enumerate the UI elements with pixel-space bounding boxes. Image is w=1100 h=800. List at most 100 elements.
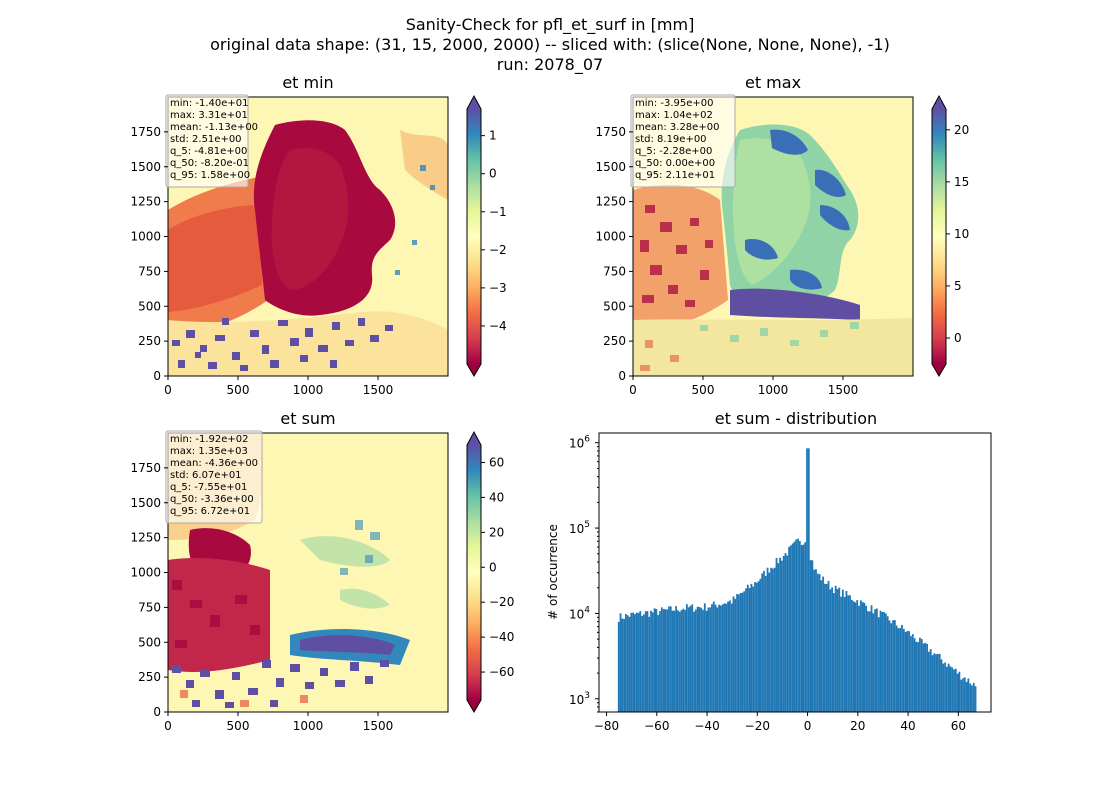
stat-line: mean: -1.13e+00 <box>170 122 258 133</box>
colorbar: 1 0 −1 −2 −3 −4 <box>466 94 507 377</box>
histogram-bar <box>854 602 857 712</box>
histogram-bar <box>901 624 903 712</box>
histogram-bar <box>786 555 789 712</box>
figure-title-line: run: 2078_07 <box>497 55 603 75</box>
histogram-bar <box>660 607 663 712</box>
histogram-bar <box>809 560 812 712</box>
colorbar-tick-label: 40 <box>489 490 504 504</box>
histogram-bar <box>664 609 667 712</box>
histogram-bar <box>890 623 893 712</box>
histogram-bar <box>729 600 731 712</box>
stat-line: max: 1.04e+02 <box>635 110 713 121</box>
histogram-bar <box>958 671 961 712</box>
histogram-bar <box>628 616 631 712</box>
histogram-bar <box>650 610 652 712</box>
histogram-bar <box>811 560 814 712</box>
y-tick-label: 750 <box>603 264 626 278</box>
histogram-bar <box>655 609 658 712</box>
histogram-bar <box>971 685 973 712</box>
histogram-bar <box>795 539 798 712</box>
axis-ticks: 0 500 1000 1500 0 250 500 750 1000 1250 1500 1750 <box>595 125 858 397</box>
histogram-bar <box>734 598 737 712</box>
histogram-bar <box>886 616 889 712</box>
histogram-bar <box>815 569 817 712</box>
y-tick-label: 1500 <box>130 160 161 174</box>
panel-title: et min <box>282 73 333 92</box>
histogram-bar <box>816 573 819 712</box>
y-tick-label: 0 <box>153 369 161 383</box>
histogram-bar <box>945 666 948 712</box>
histogram-bar <box>867 611 869 712</box>
histogram-bar <box>902 628 905 712</box>
x-tick-label: 500 <box>692 383 715 397</box>
stats-box: min: -1.92e+02 max: 1.35e+03 mean: -4.36… <box>170 434 258 517</box>
histogram-bar <box>730 603 733 712</box>
histogram-bar <box>635 612 638 712</box>
histogram-bar <box>908 631 911 712</box>
y-tick-label: 1250 <box>130 195 161 209</box>
histogram-bars <box>617 448 977 712</box>
histogram-bar <box>911 634 914 712</box>
panel-title: et sum <box>280 409 335 428</box>
axis-ticks: 0 500 1000 1500 0 250 500 750 1000 1250 1500 1750 <box>130 125 393 397</box>
y-tick-label: 750 <box>138 600 161 614</box>
heatmap-panel-et-min: et min <box>130 73 506 397</box>
histogram-bar <box>768 572 771 712</box>
histogram-bar <box>870 605 873 712</box>
histogram-bar <box>845 591 848 712</box>
histogram-bar <box>899 627 902 712</box>
histogram-bar <box>859 600 862 712</box>
figure-title: Sanity-Check for pfl_et_surf in [mm] ori… <box>210 15 890 75</box>
x-tick-label: −60 <box>644 719 669 733</box>
histogram-bar <box>779 557 781 712</box>
histogram-bar <box>847 595 850 712</box>
histogram-bar <box>831 587 833 712</box>
figure-title-line: Sanity-Check for pfl_et_surf in [mm] <box>406 15 695 35</box>
histogram-bar <box>752 586 755 712</box>
histogram-bar <box>639 611 642 712</box>
histogram-bar <box>687 607 690 712</box>
histogram-bar <box>732 596 735 712</box>
histogram-bar <box>718 604 721 712</box>
histogram-bar <box>876 608 878 712</box>
heatmap-panel-et-max: et max <box>595 73 969 397</box>
histogram-bar <box>736 593 738 712</box>
histogram-bar <box>626 615 629 712</box>
stat-line: std: 8.19e+00 <box>635 134 707 145</box>
histogram-bar <box>893 620 896 712</box>
histogram-bar <box>694 609 697 712</box>
histogram-bar <box>969 683 972 712</box>
histogram-bar <box>929 649 932 712</box>
histogram-bar <box>863 602 866 712</box>
histogram-bar <box>938 653 941 712</box>
histogram-bar <box>933 653 936 712</box>
histogram-bar <box>653 608 656 712</box>
histogram-bar <box>770 567 773 712</box>
histogram-bar <box>838 587 841 712</box>
histogram-bar <box>725 603 728 712</box>
heatmap-image <box>168 97 448 376</box>
stat-line: q_95: 1.58e+00 <box>170 170 250 181</box>
y-tick-label: 1000 <box>130 230 161 244</box>
histogram-bar <box>915 641 918 712</box>
y-tick-label: 500 <box>138 635 161 649</box>
histogram-bar <box>967 678 970 712</box>
histogram-bar <box>651 612 654 712</box>
x-tick-label: 60 <box>951 719 966 733</box>
stat-line: q_95: 2.11e+01 <box>635 170 715 181</box>
histogram-bar <box>668 606 670 712</box>
histogram-bar <box>892 620 894 712</box>
histogram-bar <box>926 643 929 712</box>
histogram-bar <box>712 601 715 712</box>
histogram-bar <box>849 595 851 712</box>
x-tick-label: −80 <box>594 719 619 733</box>
histogram-bar <box>621 618 624 712</box>
histogram-bar <box>804 542 807 712</box>
histogram-bar <box>761 573 764 712</box>
x-tick-label: 1500 <box>828 383 859 397</box>
histogram-bar <box>922 643 925 712</box>
y-tick-label: 105 <box>569 520 590 536</box>
stat-line: q_50: -8.20e-01 <box>170 158 249 169</box>
histogram-bar <box>641 615 643 712</box>
stats-box: min: -3.95e+00 max: 1.04e+02 mean: 3.28e… <box>635 98 719 181</box>
